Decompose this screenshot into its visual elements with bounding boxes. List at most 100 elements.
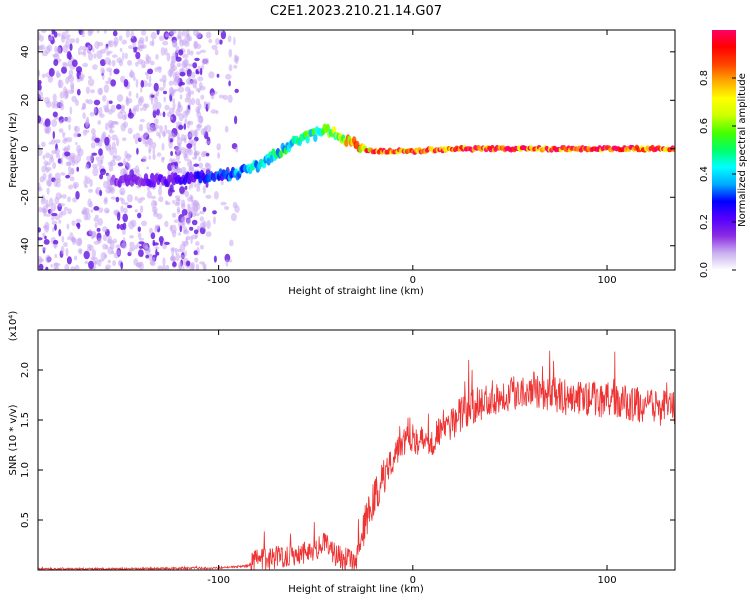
noise-speckle <box>128 90 132 97</box>
noise-speckle <box>199 216 204 222</box>
noise-speckle <box>178 124 184 130</box>
noise-speckle <box>54 196 59 205</box>
noise-speckle <box>92 163 98 169</box>
noise-speckle <box>38 258 45 263</box>
noise-speckle <box>170 116 173 120</box>
noise-speckle <box>161 157 165 163</box>
noise-speckle <box>59 91 65 99</box>
noise-speckle <box>60 245 65 255</box>
noise-speckle <box>135 132 141 139</box>
noise-speckle <box>56 46 62 54</box>
noise-speckle <box>51 212 58 217</box>
noise-speckle <box>175 252 180 262</box>
noise-speckle <box>91 231 97 238</box>
noise-speckle <box>148 75 152 84</box>
noise-speckle <box>181 30 187 37</box>
noise-speckle <box>167 111 172 118</box>
noise-speckle <box>230 213 237 222</box>
noise-speckle <box>107 40 112 46</box>
noise-speckle <box>61 235 65 243</box>
noise-speckle <box>218 30 224 33</box>
noise-speckle <box>95 156 100 162</box>
noise-speckle <box>183 123 187 130</box>
noise-speckle <box>198 162 204 169</box>
noise-speckle <box>170 255 175 262</box>
noise-speckle <box>76 166 79 172</box>
noise-speckle <box>53 59 59 66</box>
noise-speckle <box>41 30 47 33</box>
noise-speckle <box>183 250 187 257</box>
noise-speckle <box>93 217 99 222</box>
noise-speckle <box>97 120 101 125</box>
noise-speckle <box>156 152 162 157</box>
noise-speckle <box>87 99 93 105</box>
noise-speckle <box>97 41 104 47</box>
noise-speckle <box>138 249 144 257</box>
noise-speckle <box>140 196 146 201</box>
noise-speckle <box>162 40 169 46</box>
noise-speckle <box>53 262 61 267</box>
noise-speckle <box>175 108 181 117</box>
colorbar-ticks: 0.0 0.2 0.4 0.6 0.8 <box>699 70 736 278</box>
noise-speckle <box>175 152 181 161</box>
noise-speckle <box>100 252 107 260</box>
noise-speckle <box>143 60 150 65</box>
noise-speckle <box>170 151 174 156</box>
noise-speckle <box>194 183 198 188</box>
noise-speckle <box>38 90 44 99</box>
noise-speckle <box>116 94 124 102</box>
noise-speckle <box>159 78 163 82</box>
noise-speckle <box>134 209 138 213</box>
noise-speckle <box>66 161 72 166</box>
colorbar-tick-label: 0.8 <box>699 70 710 86</box>
noise-speckle <box>75 141 78 146</box>
y-tick-label: 40 <box>20 45 31 58</box>
noise-speckle <box>38 237 43 241</box>
noise-speckle <box>79 51 86 55</box>
noise-speckle <box>129 235 135 239</box>
noise-speckle <box>180 199 186 207</box>
noise-speckle <box>103 84 110 93</box>
noise-speckle <box>77 148 84 157</box>
noise-speckle <box>103 207 110 214</box>
noise-speckle <box>38 84 42 91</box>
noise-speckle <box>123 79 129 87</box>
noise-speckle <box>58 128 64 134</box>
noise-speckle <box>150 232 156 240</box>
noise-speckle <box>54 45 58 53</box>
noise-speckle <box>94 222 98 229</box>
noise-speckle <box>141 220 147 227</box>
noise-speckle <box>205 124 212 133</box>
noise-speckle <box>47 44 53 52</box>
y-tick-label: 2.0 <box>20 362 31 378</box>
noise-speckle <box>64 88 69 98</box>
snr-frame <box>37 329 676 571</box>
noise-speckle <box>100 67 105 74</box>
noise-speckle <box>115 155 122 161</box>
noise-speckle <box>154 246 160 250</box>
noise-speckle <box>97 159 103 167</box>
noise-speckle <box>164 220 169 228</box>
noise-speckle <box>175 121 183 126</box>
noise-speckle <box>147 68 154 75</box>
noise-speckle <box>158 196 164 203</box>
noise-speckle <box>182 215 186 222</box>
noise-speckle <box>176 198 181 202</box>
noise-speckle <box>154 123 158 133</box>
noise-speckle <box>54 139 61 144</box>
noise-speckle <box>171 91 175 97</box>
noise-speckle <box>48 141 52 145</box>
noise-speckle <box>208 38 213 44</box>
noise-speckle <box>177 142 181 147</box>
noise-speckle <box>177 86 185 93</box>
noise-speckle <box>92 48 95 53</box>
noise-speckle <box>181 240 185 245</box>
noise-speckle <box>75 218 82 223</box>
noise-speckle <box>190 97 196 106</box>
noise-speckle <box>199 261 205 265</box>
noise-speckle <box>155 224 161 228</box>
noise-speckle <box>202 185 206 194</box>
noise-speckle <box>207 103 211 110</box>
noise-speckle <box>136 168 140 176</box>
noise-speckle <box>154 67 159 72</box>
